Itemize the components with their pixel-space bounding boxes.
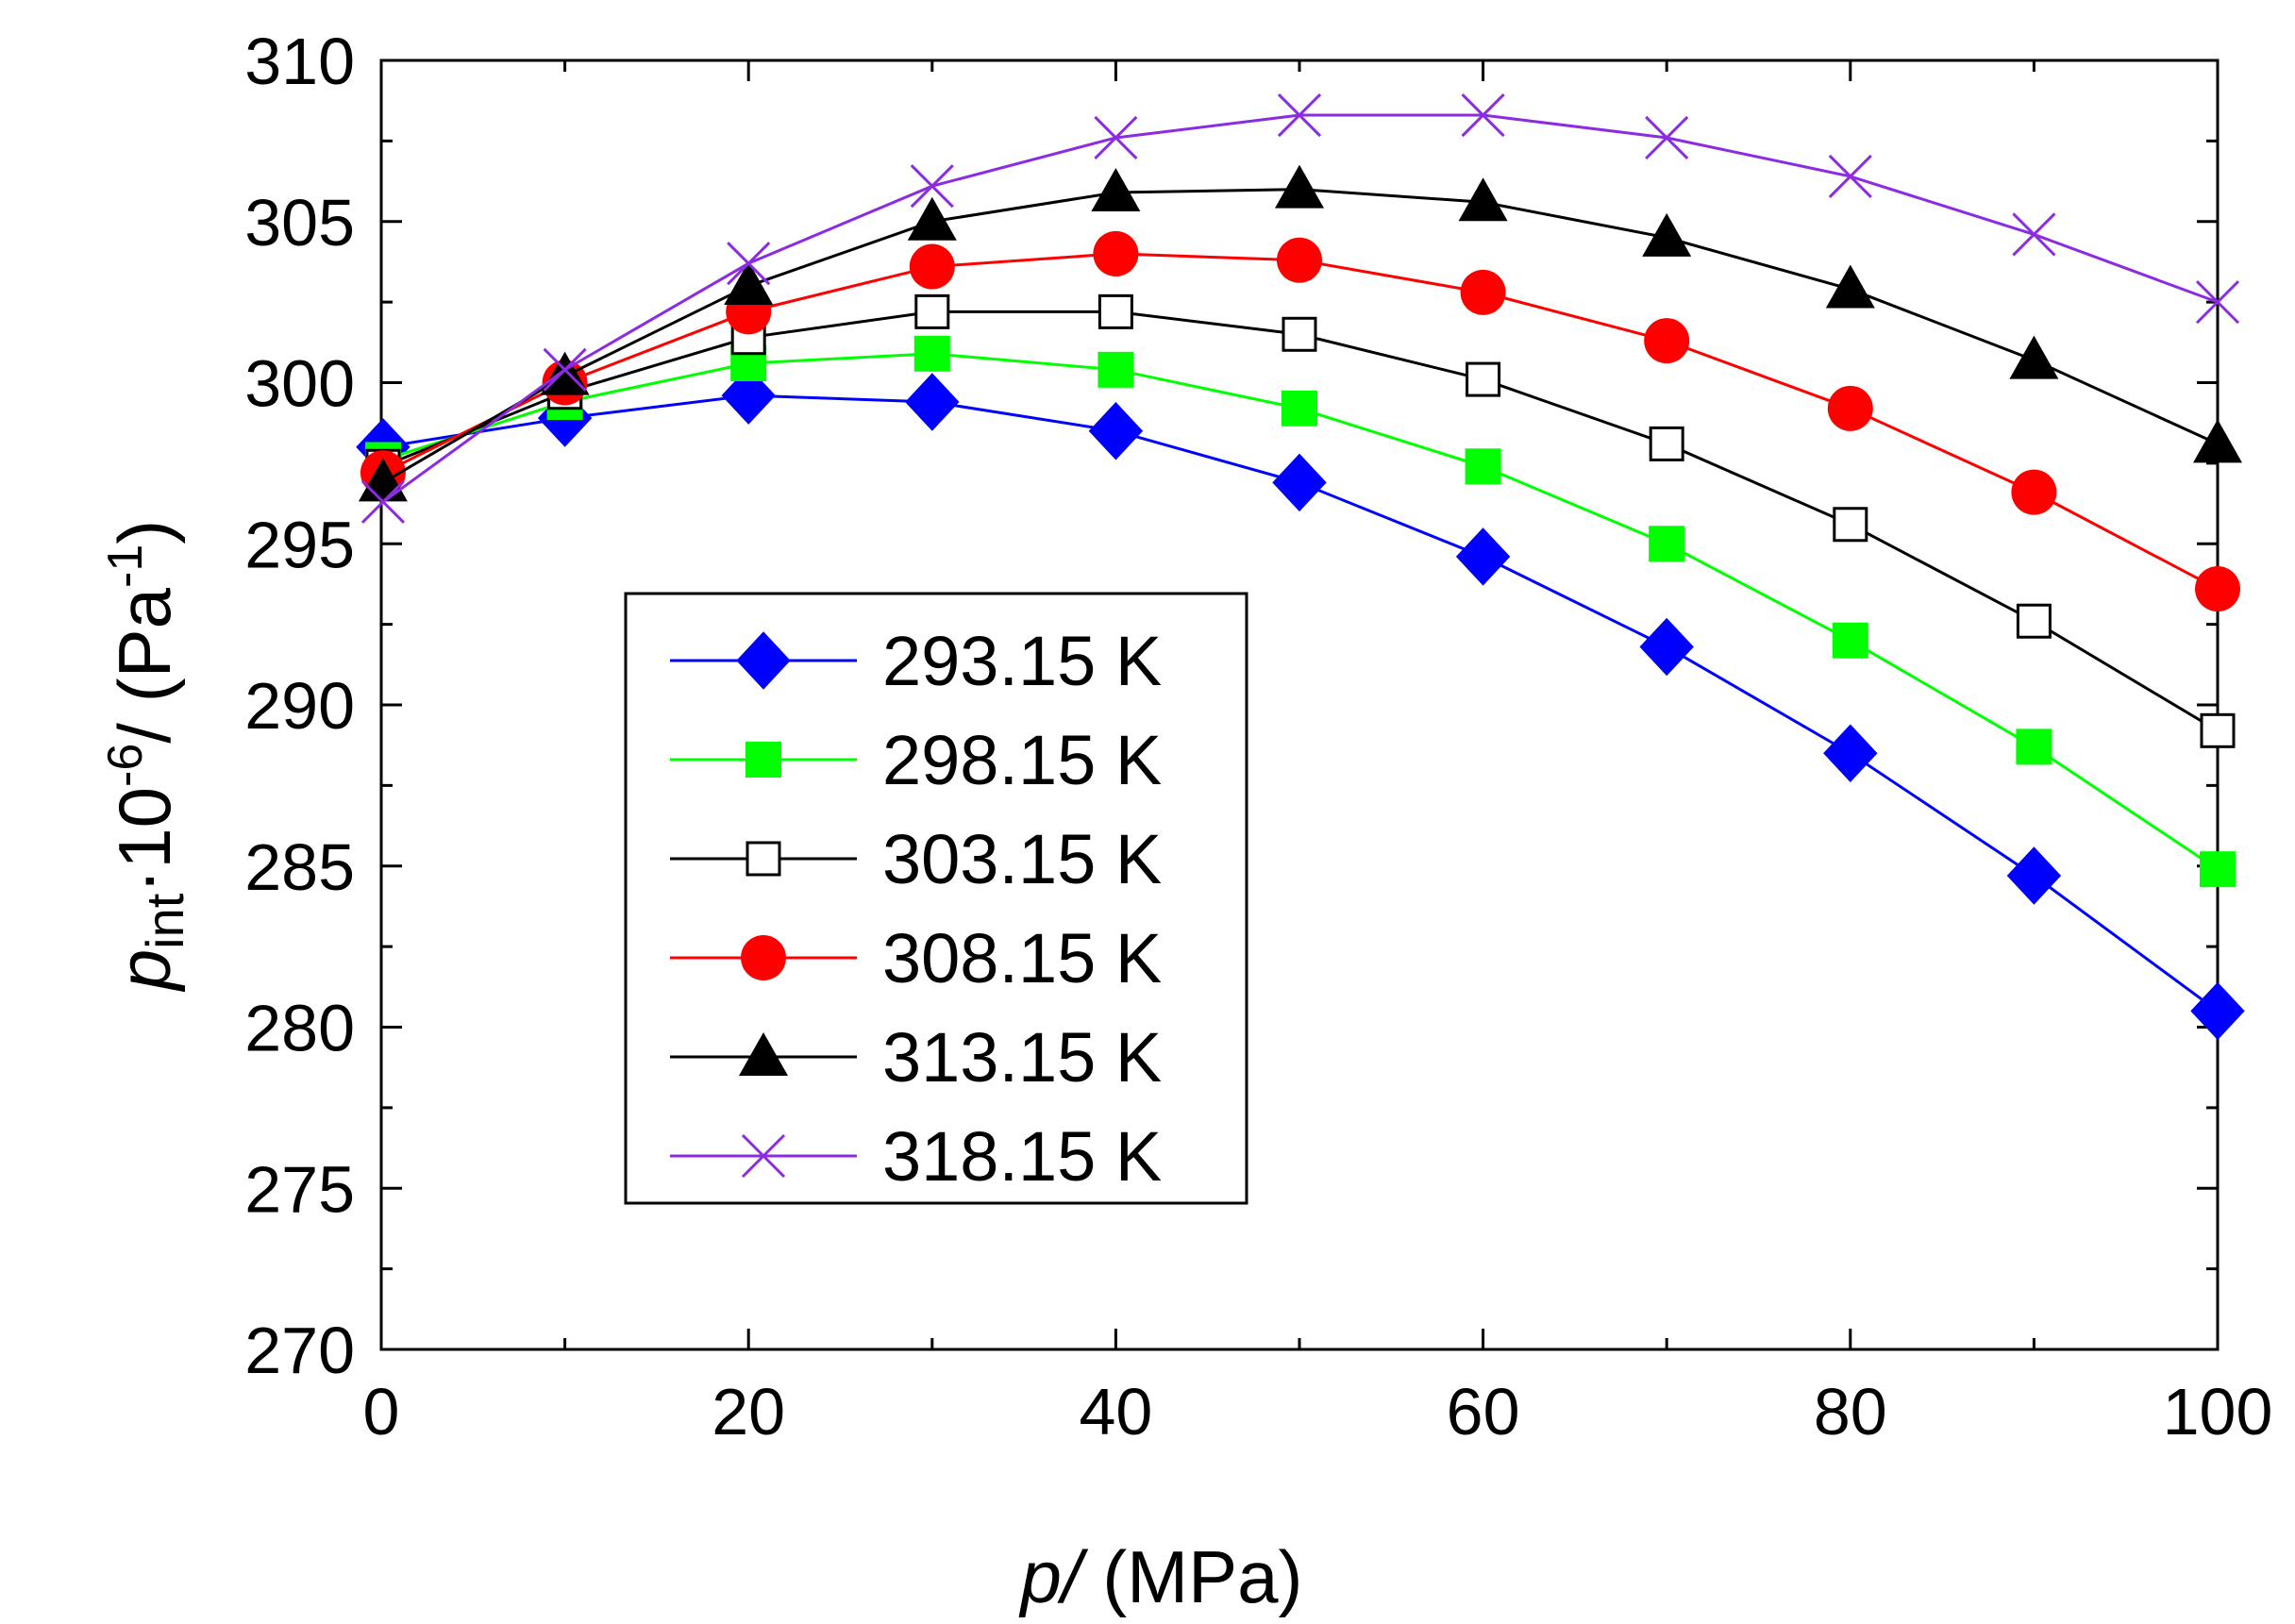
y-axis-end: ) [103,520,186,544]
data-point [1461,92,1505,138]
data-point [1466,361,1501,397]
series-layer [356,92,2245,1041]
data-point [360,479,406,524]
data-point [1645,115,1689,160]
data-point [1094,115,1138,160]
legend-label: 318.15 K [882,1117,1162,1196]
data-point [540,351,590,395]
data-point [1097,293,1133,329]
data-point [1644,318,1690,364]
y-tick-label: 305 [244,186,355,260]
data-point [727,242,771,286]
data-point [1827,385,1873,431]
data-point [1460,269,1506,315]
legend-box [624,592,1248,1205]
data-point [1833,507,1868,543]
data-point [2195,566,2240,612]
y-tick-label: 300 [244,347,355,421]
x-tick-label: 80 [1814,1375,1887,1448]
y-axis-title: pint·10-6/ (Pa-1) [98,520,194,993]
data-point [1832,622,1868,659]
data-point [2190,981,2245,1041]
x-tick-label: 60 [1447,1375,1520,1448]
data-point [2016,603,2052,639]
data-point [905,373,960,431]
data-point [1823,724,1878,782]
y-tick-label: 285 [244,830,355,904]
x-axis-title: p/ (MPa) [1018,1535,1302,1618]
data-point [2200,851,2236,888]
y-axis-sub: int [135,893,194,949]
y-axis-post: / (Pa [103,587,186,743]
data-point [1465,448,1501,485]
legend: 293.15 K 298.15 K 303.15 K 308.15 K 313.15 K… [624,592,1248,1205]
data-point [2011,469,2057,515]
legend-marker [745,742,781,778]
series-4 [358,164,2242,502]
data-point [2195,280,2240,325]
y-tick-label: 275 [244,1152,355,1226]
x-axis-var: p [1018,1535,1061,1618]
data-point [1088,401,1144,460]
legend-marker [741,935,786,980]
legend-marker [741,1133,786,1179]
data-point [2009,335,2059,379]
data-point [914,293,950,329]
legend-label: 313.15 K [882,1018,1162,1097]
data-point [1282,390,1317,427]
data-point [907,196,957,241]
legend-marker [745,841,781,877]
legend-marker [739,1032,788,1076]
data-point [2200,712,2236,748]
data-point [543,347,587,392]
data-point [724,261,774,306]
x-tick-label: 0 [363,1375,400,1448]
data-point [1277,92,1322,138]
data-point [910,164,954,209]
data-point [721,366,776,425]
y-axis-sup2: -1 [98,544,153,588]
y-axis-mid: ·10 [103,787,186,894]
y-axis-sup: -6 [98,744,153,787]
legend-label: 293.15 K [882,622,1162,700]
data-point [1828,154,1872,199]
x-tick-label: 40 [1079,1375,1152,1448]
axis-ticks: 0 20 40 60 80 100 270 275 280 285 290 295 300 305 310 [244,25,2272,1448]
data-point [1455,527,1511,586]
y-tick-label: 270 [244,1314,355,1387]
data-point [1458,177,1508,222]
y-axis-var: p [103,949,186,992]
data-point [2016,728,2052,765]
data-point [1277,237,1322,283]
data-point [1091,168,1141,212]
y-tick-label: 290 [244,669,355,743]
data-point [1272,453,1327,512]
data-point [1093,230,1139,276]
y-tick-label: 295 [244,508,355,581]
data-point [909,243,955,290]
data-point [2012,212,2056,257]
y-tick-label: 310 [244,25,355,98]
legend-marker [736,631,791,690]
legend-label: 303.15 K [882,820,1162,898]
data-point [1825,264,1875,309]
y-tick-label: 280 [244,992,355,1065]
x-tick-label: 100 [2163,1375,2273,1448]
data-point [1275,164,1324,209]
series-5 [360,92,2240,524]
data-point [1642,212,1692,257]
data-point [2193,419,2242,463]
legend-label: 308.15 K [882,919,1162,997]
data-point [1097,351,1134,388]
x-tick-label: 20 [712,1375,785,1448]
data-point [1649,526,1685,562]
legend-label: 298.15 K [882,721,1162,799]
x-axis-unit: (MPa) [1082,1535,1303,1618]
data-point [1649,426,1684,461]
data-point [1639,617,1694,677]
data-point [1282,316,1317,352]
data-point [913,335,950,372]
data-point [2006,846,2062,905]
